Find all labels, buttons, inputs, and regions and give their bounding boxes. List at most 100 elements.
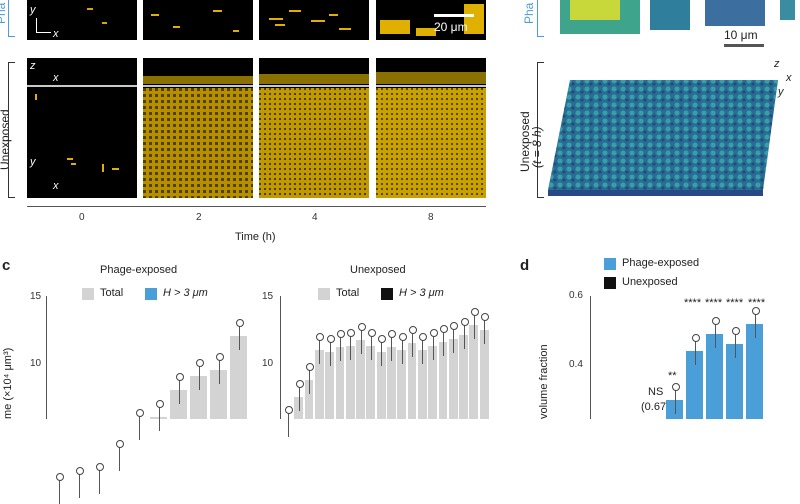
phage-point-4 — [115, 439, 124, 448]
fraction-errorbar-3 — [714, 319, 716, 348]
y-tick-10-right: 10 — [262, 358, 274, 369]
unexposed-errorbar-18 — [463, 320, 465, 349]
phage-bar-10 — [230, 336, 248, 419]
scale-bar-b — [724, 44, 764, 47]
unexposed-point-4 — [316, 332, 325, 341]
unexposed-point-17 — [450, 321, 459, 330]
micrograph-unexposed-t0 — [27, 58, 137, 198]
time-tick-8: 8 — [428, 212, 434, 223]
fraction-errorbar-1 — [674, 385, 676, 414]
axis-z-label: z — [30, 60, 36, 72]
row-bracket-unexposed-b — [537, 62, 544, 198]
unexposed-errorbar-7 — [350, 331, 352, 360]
row-bracket-phage — [8, 0, 15, 37]
phage-point-5 — [135, 408, 144, 417]
cells-sparse — [87, 8, 107, 24]
row-bracket-unexposed — [8, 62, 15, 198]
axis-arrow-icon — [36, 18, 51, 33]
legend-unexposed-d: Unexposed — [622, 276, 678, 288]
fraction-bar-2 — [686, 351, 704, 419]
phage-errorbar-8 — [198, 362, 200, 391]
chart-title-phage: Phage-exposed — [100, 264, 178, 276]
unexposed-bar-19 — [469, 325, 479, 419]
legend-swatch-phage-d — [604, 258, 616, 270]
y-tick-06: 0.6 — [569, 290, 583, 301]
y-axis-right — [280, 296, 281, 419]
ns-label: NS — [648, 386, 664, 398]
micrograph-unexposed-t4 — [259, 58, 369, 198]
legend-h-label-r: H > 3 μm — [399, 287, 444, 299]
legend-swatch-total-r — [318, 288, 330, 300]
cells-few — [151, 10, 239, 32]
unexposed-point-20 — [481, 312, 490, 321]
unexposed-bar-15 — [428, 345, 438, 419]
unexposed-errorbar-13 — [412, 328, 414, 357]
phage-errorbar-7 — [178, 375, 180, 404]
legend-swatch-h — [145, 288, 157, 300]
row-label-phage-b: Pha — [522, 2, 536, 24]
unexposed-bar-20 — [479, 329, 489, 419]
unexposed-bar-8 — [356, 340, 365, 419]
phage-bar-7 — [170, 389, 188, 419]
y-tick-04: 0.4 — [569, 359, 583, 370]
legend-swatch-h-r — [381, 288, 393, 300]
scale-bar-label: 20 μm — [434, 20, 468, 34]
unexposed-point-16 — [439, 324, 448, 333]
unexposed-point-11 — [388, 329, 397, 338]
unexposed-point-10 — [378, 335, 387, 344]
fraction-point-1 — [671, 382, 680, 391]
render-unexposed — [548, 80, 778, 196]
panel-letter-c: c — [2, 257, 11, 274]
phage-point-3 — [95, 462, 104, 471]
unexposed-errorbar-9 — [370, 331, 372, 360]
unexposed-bar-9 — [366, 345, 376, 419]
unexposed-point-2 — [295, 379, 304, 388]
axis-z-label-b: z — [774, 58, 780, 70]
unexposed-point-7 — [347, 328, 356, 337]
fraction-bar-4 — [726, 344, 744, 419]
micrograph-unexposed-t2 — [143, 58, 253, 198]
micrograph-unexposed-t8 — [376, 58, 486, 198]
phage-errorbar-6 — [158, 402, 160, 431]
unexposed-bar-17 — [448, 338, 458, 419]
micrograph-phage-t4 — [259, 0, 369, 40]
unexposed-point-5 — [326, 335, 335, 344]
y-axis-label-c: me (×10⁴ μm³) — [2, 347, 14, 419]
fraction-errorbar-2 — [694, 337, 696, 366]
unexposed-errorbar-14 — [422, 335, 424, 364]
unexposed-errorbar-4 — [319, 335, 321, 364]
time-axis-line — [27, 206, 486, 207]
unexposed-point-14 — [419, 332, 428, 341]
fraction-point-3 — [711, 316, 720, 325]
time-axis-title: Time (h) — [235, 231, 276, 243]
y-axis-left — [46, 296, 47, 419]
unexposed-errorbar-15 — [432, 331, 434, 360]
unexposed-bar-5 — [325, 352, 335, 419]
sig-label-4: **** — [726, 297, 744, 309]
phage-point-10 — [235, 319, 244, 328]
phage-point-6 — [155, 399, 164, 408]
unexposed-bar-10 — [376, 352, 386, 419]
legend-swatch-unexposed-d — [604, 277, 616, 289]
legend-phage-d: Phage-exposed — [622, 257, 700, 269]
phage-errorbar-10 — [238, 322, 240, 351]
phage-point-8 — [195, 359, 204, 368]
fraction-bar-3 — [706, 333, 724, 419]
y-tick-10-left: 10 — [30, 358, 42, 369]
chart-title-unexposed: Unexposed — [350, 264, 406, 276]
row-label-phage: Pha — [0, 2, 8, 24]
sig-label-3: **** — [705, 297, 723, 309]
phage-errorbar-9 — [218, 355, 220, 384]
unexposed-bar-6 — [335, 346, 345, 419]
phage-point-9 — [215, 352, 224, 361]
fraction-point-5 — [751, 306, 760, 315]
micrograph-phage-t0 — [27, 0, 137, 40]
time-tick-4: 4 — [312, 212, 318, 223]
unexposed-point-6 — [336, 329, 345, 338]
unexposed-errorbar-6 — [339, 332, 341, 361]
fraction-bar-5 — [746, 323, 764, 419]
phage-bar-9 — [210, 369, 228, 419]
legend-total-label: Total — [100, 287, 124, 299]
render-phage-exposed — [560, 0, 795, 34]
micrograph-phage-t2 — [143, 0, 253, 40]
